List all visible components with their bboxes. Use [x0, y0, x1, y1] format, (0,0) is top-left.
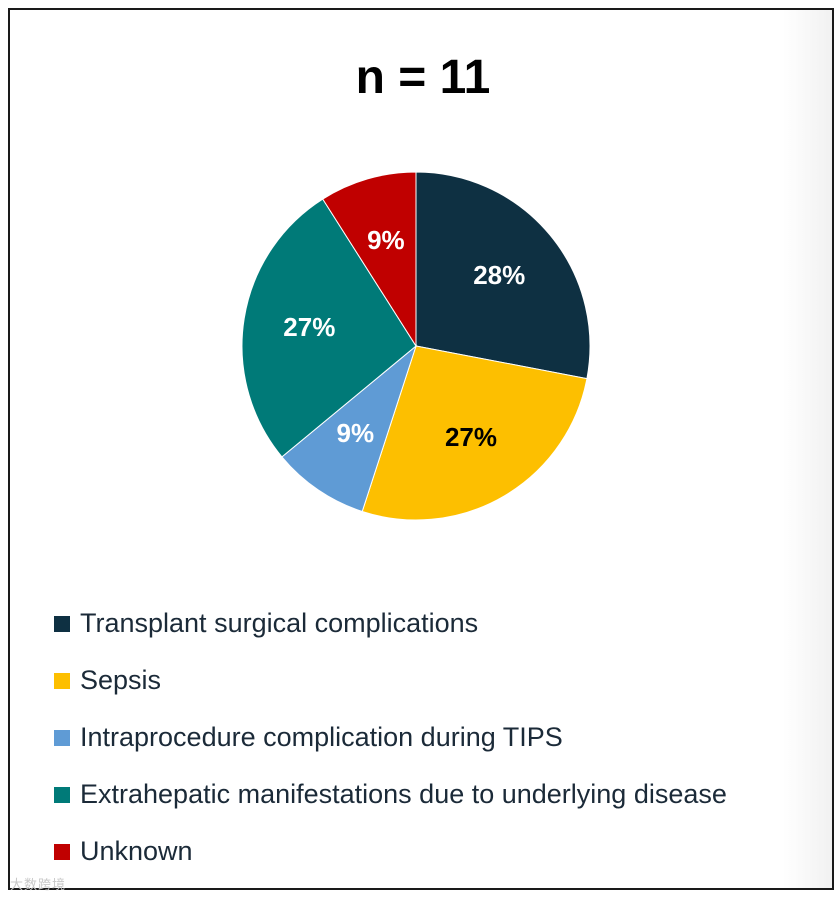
pie-data-label-5: 9%: [367, 225, 405, 255]
legend-item: Transplant surgical complications: [54, 595, 727, 652]
legend-item: Intraprocedure complication during TIPS: [54, 709, 727, 766]
legend-item: Sepsis: [54, 652, 727, 709]
legend-swatch: [54, 843, 70, 860]
legend-swatch: [54, 672, 70, 689]
watermark-text: 大数跨境: [10, 877, 67, 892]
legend-label: Unknown: [80, 836, 193, 866]
legend-item: Unknown: [54, 823, 727, 880]
pie-chart: 28% 27% 9% 27% 9%: [241, 171, 591, 521]
pie-data-label-4: 27%: [283, 312, 335, 342]
pie-data-label-3: 9%: [337, 418, 375, 448]
legend-swatch: [54, 729, 70, 746]
legend-item: Extrahepatic manifestations due to under…: [54, 766, 727, 823]
legend-label: Extrahepatic manifestations due to under…: [80, 779, 727, 809]
legend: Transplant surgical complications Sepsis I…: [54, 595, 727, 880]
legend-label: Intraprocedure complication during TIPS: [80, 722, 563, 752]
pie-slice-3: [281, 344, 418, 513]
chart-title: n = 11: [355, 51, 491, 104]
pie-slice-2: [361, 345, 588, 521]
chart-frame: n = 11 28% 27% 9% 27% 9% Transplant surgical…: [8, 8, 834, 890]
legend-swatch: [54, 786, 70, 803]
legend-label: Sepsis: [80, 665, 162, 695]
pie-data-label-2: 27%: [445, 422, 497, 452]
pie-data-label-1: 28%: [473, 260, 525, 290]
pie-slice-1: [415, 171, 591, 380]
legend-label: Transplant surgical complications: [80, 608, 479, 638]
legend-swatch: [54, 615, 70, 632]
pie-slice-4: [241, 198, 417, 458]
pie-slice-5: [322, 171, 417, 348]
